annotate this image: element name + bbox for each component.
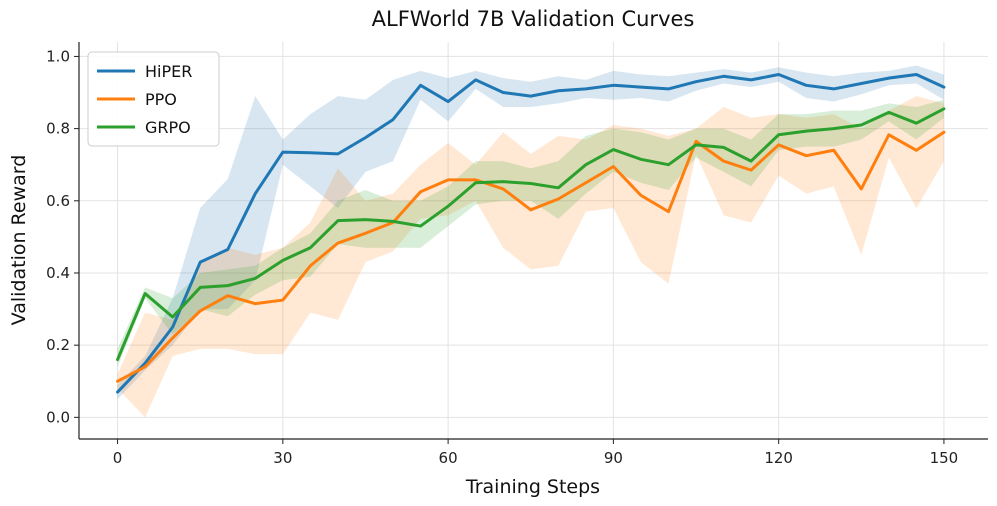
x-tick-label: 0 [113, 449, 123, 467]
y-tick-label: 0.0 [46, 408, 70, 426]
y-tick-label: 0.4 [46, 264, 70, 282]
x-tick-label: 120 [764, 449, 793, 467]
tick-labels: 0 30 60 90 120 150 0.0 0.2 0.4 0.6 0.8 1.0 [46, 47, 958, 467]
legend: HiPER PPO GRPO [87, 51, 220, 147]
legend-box [87, 51, 220, 147]
y-tick-label: 1.0 [46, 47, 70, 65]
y-tick-label: 0.8 [46, 120, 70, 138]
legend-label-hiper: HiPER [145, 62, 192, 81]
y-axis-label: Validation Reward [8, 155, 30, 326]
x-tick-label: 30 [273, 449, 292, 467]
chart-title: ALFWorld 7B Validation Curves [372, 7, 695, 31]
x-tick-label: 60 [439, 449, 458, 467]
line-ppo [116, 130, 946, 383]
confidence-bands [117, 65, 944, 418]
series-lines [116, 72, 946, 394]
x-axis-label: Training Steps [465, 476, 600, 498]
line-grpo [116, 107, 946, 362]
x-tick-label: 150 [930, 449, 959, 467]
y-tick-label: 0.2 [46, 336, 70, 354]
legend-label-grpo: GRPO [145, 118, 191, 137]
band-ppo [117, 96, 944, 418]
y-tick-label: 0.6 [46, 192, 70, 210]
line-hiper [116, 72, 946, 394]
legend-label-ppo: PPO [145, 90, 177, 109]
x-tick-label: 90 [604, 449, 623, 467]
band-hiper [117, 65, 944, 400]
axes [78, 42, 988, 440]
